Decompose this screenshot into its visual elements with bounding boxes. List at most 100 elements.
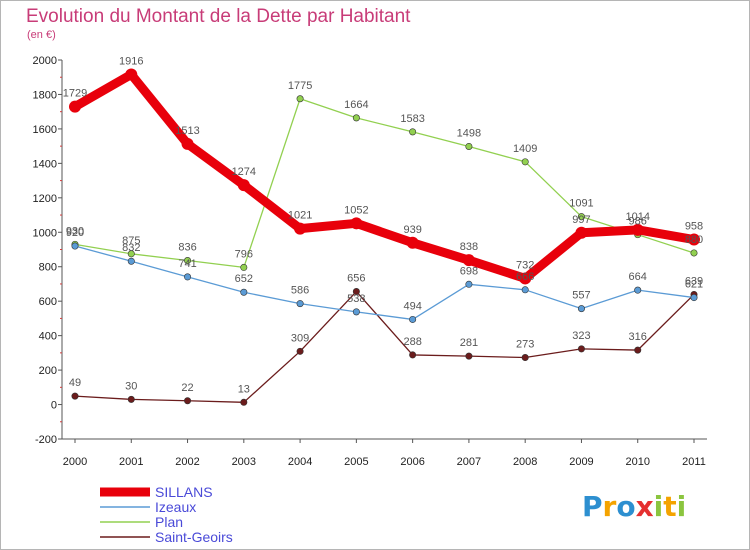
logo-letter: x	[636, 490, 654, 523]
data-point	[690, 249, 698, 257]
data-point	[127, 250, 135, 258]
data-point	[184, 397, 192, 405]
data-label: 1498	[457, 127, 481, 139]
data-point	[521, 286, 529, 294]
y-tick-label: 600	[39, 296, 57, 308]
data-point	[577, 305, 585, 313]
data-point	[240, 288, 248, 296]
y-tick-label: 1400	[33, 158, 57, 170]
data-point	[184, 257, 192, 265]
data-point	[240, 398, 248, 406]
data-point	[127, 257, 135, 265]
data-point	[240, 263, 248, 271]
data-point	[688, 233, 700, 246]
y-tick-label: 1800	[33, 89, 57, 101]
data-point	[296, 347, 304, 355]
y-tick-label: 2000	[33, 55, 57, 67]
data-label: 958	[685, 221, 703, 233]
data-point	[350, 217, 363, 230]
x-tick-label: 2010	[625, 456, 649, 468]
proxiti-logo: Proxiti	[582, 490, 686, 523]
y-tick-label: 1600	[33, 124, 57, 136]
data-label: 880	[685, 234, 703, 246]
data-label: 1916	[119, 55, 143, 67]
data-point	[634, 346, 642, 354]
axes: -200 0 200 400 600 800 1000 1200 1400 1600 1800 200…	[33, 55, 707, 468]
data-label: 832	[122, 242, 140, 254]
data-point	[465, 142, 473, 150]
x-tick-label: 2004	[288, 456, 312, 468]
data-label: 664	[629, 271, 647, 283]
data-label: 49	[69, 377, 81, 389]
data-label: 698	[460, 265, 478, 277]
data-label: 288	[403, 336, 421, 348]
x-tick-label: 2000	[63, 456, 87, 468]
data-point	[181, 137, 194, 150]
data-label: 538	[347, 293, 365, 305]
data-point	[296, 95, 304, 103]
data-point	[521, 354, 529, 362]
data-point	[352, 288, 360, 296]
data-label: 557	[572, 290, 590, 302]
legend-label: Izeaux	[155, 499, 196, 515]
data-label: 586	[291, 285, 309, 297]
data-point	[521, 158, 529, 166]
data-label: 1274	[232, 166, 256, 178]
data-point	[690, 294, 698, 302]
data-point	[631, 223, 644, 236]
data-point	[409, 128, 417, 136]
data-label: 666	[516, 271, 534, 283]
x-tick-label: 2011	[682, 456, 706, 468]
data-point	[465, 280, 473, 288]
data-label: 30	[125, 380, 137, 392]
logo-letter: t	[663, 490, 676, 523]
logo-letter: r	[603, 490, 617, 523]
data-point	[125, 68, 138, 81]
data-point	[237, 179, 250, 192]
data-label: 1664	[344, 99, 368, 111]
data-point	[577, 213, 585, 221]
x-tick-label: 2009	[569, 456, 593, 468]
data-label: 1409	[513, 143, 537, 155]
x-tick-label: 2005	[344, 456, 368, 468]
data-label: 836	[178, 242, 196, 254]
x-tick-label: 2003	[232, 456, 256, 468]
data-label: 838	[460, 241, 478, 253]
data-label: 639	[685, 275, 703, 287]
data-point	[634, 286, 642, 294]
data-point	[352, 308, 360, 316]
data-point	[352, 114, 360, 122]
data-label: 796	[235, 248, 253, 260]
legend-label: Plan	[155, 514, 183, 530]
y-tick-label: 0	[51, 400, 57, 412]
logo-letter: o	[616, 490, 635, 523]
logo-letter: P	[582, 490, 603, 523]
x-tick-label: 2001	[119, 456, 143, 468]
data-label: 930	[66, 225, 84, 237]
data-point	[409, 315, 417, 323]
data-point	[184, 273, 192, 281]
legend-label: Saint-Geoirs	[155, 529, 233, 545]
logo-letter: i	[654, 490, 664, 523]
data-point	[71, 392, 79, 400]
data-point	[409, 351, 417, 359]
y-tick-label: 400	[39, 331, 57, 343]
data-label: 732	[516, 259, 534, 271]
series-line-izeaux	[74, 245, 695, 321]
data-label: 323	[572, 330, 590, 342]
data-point	[71, 242, 79, 250]
data-label: 1775	[288, 80, 312, 92]
data-point	[462, 254, 475, 267]
data-label: 1091	[569, 198, 593, 210]
x-tick-label: 2002	[175, 456, 199, 468]
chart-title: Evolution du Montant de la Dette par Hab…	[26, 6, 411, 27]
data-label: 22	[181, 382, 193, 394]
data-label: 986	[629, 216, 647, 228]
logo-letter: i	[677, 490, 687, 523]
data-label: 875	[122, 235, 140, 247]
data-label: 1021	[288, 210, 312, 222]
series-line-saint-geoirs	[74, 290, 695, 403]
y-tick-label: 1200	[33, 193, 57, 205]
